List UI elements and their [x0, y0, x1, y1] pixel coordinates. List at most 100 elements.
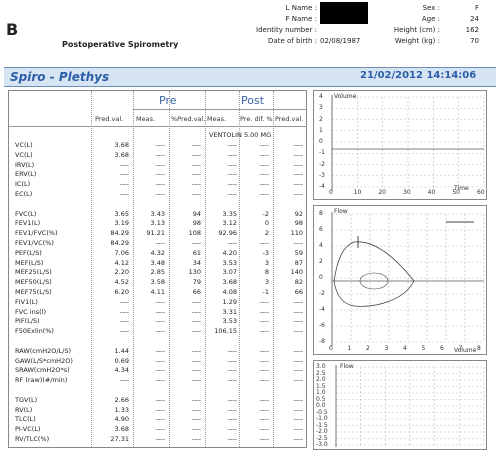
row-value: 3.48: [150, 258, 165, 267]
row-value: -3: [262, 248, 269, 257]
row-value: ----: [293, 327, 303, 336]
x-tick-label: 20: [378, 189, 386, 196]
row-parameter: RF (raw)(#/min): [15, 376, 68, 385]
row-value: 106.15: [214, 327, 237, 336]
y-tick-label: 0: [319, 274, 323, 281]
row-value: ----: [155, 170, 165, 179]
row-value: 3.31: [222, 307, 237, 316]
x-tick-label: 1: [347, 345, 352, 352]
band-title: Spiro - Plethys: [10, 70, 110, 84]
row-value: ----: [119, 190, 129, 198]
row-value: ----: [293, 297, 303, 306]
row-value: ----: [227, 180, 237, 189]
x-tick-label: 2: [366, 345, 370, 352]
identity-number-label: Identity number :: [256, 26, 317, 34]
post-meas-col-header: Meas.: [207, 115, 227, 123]
table-row: PEF(L/S) 7.06 4.32 61 4.20 -3 59: [9, 249, 306, 258]
row-value: ----: [227, 435, 237, 443]
row-value: ----: [191, 425, 201, 434]
row-value: ----: [259, 435, 269, 443]
panel-letter: B: [6, 20, 19, 39]
y-tick-label: 0.0: [316, 402, 326, 409]
row-parameter: FEV1(L): [15, 219, 41, 228]
row-value: ----: [293, 150, 303, 159]
row-value: ----: [155, 297, 165, 306]
row-value: ----: [155, 376, 165, 385]
row-value: ----: [191, 190, 201, 198]
row-value: ----: [191, 356, 201, 365]
table-row: IC(L) ---- ---- ---- ---- ---- ----: [9, 180, 306, 189]
row-value: 0.69: [114, 356, 129, 365]
row-value: ----: [259, 160, 269, 169]
y-tick-label: 1.0: [316, 389, 326, 396]
row-value: ----: [259, 356, 269, 365]
row-value: 59: [294, 248, 303, 257]
row-value: ----: [259, 239, 269, 247]
row-value: -2: [262, 209, 269, 218]
row-value: 3.68: [222, 278, 237, 287]
row-value: ----: [119, 327, 129, 336]
table-row: IRV(L) ---- ---- ---- ---- ---- ----: [9, 161, 306, 170]
y-tick-label: -1: [319, 149, 325, 157]
row-value: 3.65: [114, 209, 129, 218]
row-value: 0: [264, 219, 269, 228]
row-value: ----: [227, 356, 237, 365]
row-parameter: ERV(L): [15, 170, 37, 179]
row-parameter: RAW(cmH2O/L/S): [15, 346, 72, 355]
row-value: ----: [293, 160, 303, 169]
row-value: 2: [264, 229, 269, 238]
row-value: 4.12: [114, 258, 129, 267]
row-value: ----: [155, 425, 165, 434]
table-row: FEV1/VC(%) 84.29 ---- ---- ---- ---- ----: [9, 239, 306, 248]
row-value: 4.32: [150, 248, 165, 257]
row-value: ----: [293, 395, 303, 404]
row-value: 3.53: [222, 258, 237, 267]
row-value: 4.08: [222, 288, 237, 296]
first-name-label: F Name :: [285, 15, 318, 23]
row-parameter: FEV1/FVC(%): [15, 229, 58, 238]
row-value: 3.35: [222, 209, 237, 218]
row-value: 82: [294, 278, 303, 287]
row-value: ----: [227, 376, 237, 385]
flow-volume-loop: [333, 241, 415, 307]
row-value: ----: [191, 160, 201, 169]
row-value: 4.11: [150, 288, 165, 296]
last-name-label: L Name :: [285, 4, 317, 12]
row-value: ----: [259, 425, 269, 434]
row-value: ----: [259, 180, 269, 189]
y-tick-label: 4: [319, 93, 323, 100]
row-value: ----: [227, 415, 237, 424]
results-table: Pre Post Pred.val. Meas. %Pred.val. Meas…: [8, 90, 307, 448]
y-tick-label: 3: [319, 104, 323, 112]
pct-pred-col-header: %Pred.val.: [171, 115, 206, 123]
x-tick-label: 4: [403, 345, 407, 352]
row-value: ----: [293, 376, 303, 385]
row-value: 4.90: [114, 415, 129, 424]
y-tick-label: -1.5: [316, 421, 328, 429]
table-row: GAW(L/S*cmH2O) 0.69 ---- ---- ---- ---- ----: [9, 357, 306, 366]
row-value: ----: [259, 376, 269, 385]
y-tick-label: 4: [319, 242, 323, 249]
row-value: ----: [293, 356, 303, 365]
row-value: ----: [191, 317, 201, 326]
row-value: ----: [293, 170, 303, 179]
row-value: ----: [155, 150, 165, 159]
pre-dif-col-header: Pre. dif. %: [240, 115, 273, 123]
row-value: ----: [155, 366, 165, 375]
row-value: ----: [227, 405, 237, 414]
row-value: 1.29: [222, 297, 237, 306]
row-value: ----: [259, 307, 269, 316]
row-value: ----: [155, 317, 165, 326]
y-tick-label: 2: [319, 258, 323, 265]
row-value: ----: [259, 141, 269, 149]
table-row: RV(L) 1.33 ---- ---- ---- ---- ----: [9, 406, 306, 415]
row-value: 1.44: [114, 346, 129, 355]
row-value: ----: [119, 170, 129, 179]
row-value: 1.33: [114, 405, 129, 414]
x-tick-label: 7: [458, 345, 463, 352]
row-value: ----: [155, 307, 165, 316]
table-row: MEF(L/S) 4.12 3.48 34 3.53 3 87: [9, 259, 306, 268]
volume-time-svg: [331, 95, 485, 191]
row-value: ----: [259, 327, 269, 336]
x-tick-label: 60: [477, 189, 485, 196]
